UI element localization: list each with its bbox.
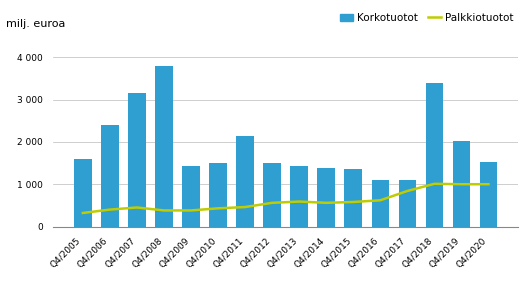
Bar — [480, 162, 497, 226]
Legend: Korkotuotot, Palkkiotuotot: Korkotuotot, Palkkiotuotot — [340, 13, 513, 23]
Bar — [74, 159, 92, 226]
Bar — [155, 66, 173, 226]
Bar — [426, 83, 443, 226]
Bar — [182, 166, 200, 226]
Bar — [317, 168, 335, 226]
Bar — [290, 166, 308, 226]
Bar — [371, 180, 389, 226]
Bar — [236, 136, 254, 226]
Bar — [263, 163, 281, 226]
Bar — [453, 141, 470, 226]
Bar — [398, 180, 416, 226]
Bar — [209, 163, 227, 226]
Bar — [344, 169, 362, 226]
Text: milj. euroa: milj. euroa — [6, 19, 66, 29]
Bar — [128, 93, 145, 226]
Bar — [101, 125, 118, 226]
